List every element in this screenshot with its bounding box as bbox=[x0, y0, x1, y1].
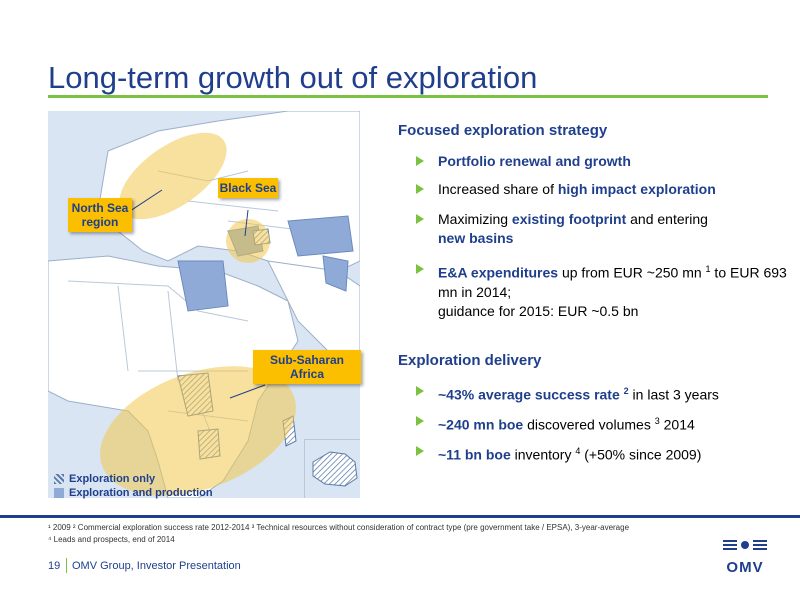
bullet-text: 2014 bbox=[659, 416, 695, 433]
bullet-arrow-icon bbox=[416, 156, 424, 166]
logo-text: OMV bbox=[726, 559, 764, 576]
bullet-highlight: ~43% average success rate bbox=[438, 386, 624, 403]
footnote-line-2: ⁴ Leads and prospects, end of 2014 bbox=[48, 535, 175, 544]
bullet-arrow-icon bbox=[416, 446, 424, 456]
legend-exploration-only-label: Exploration only bbox=[69, 473, 156, 485]
footnote-ref: 1 bbox=[705, 264, 711, 274]
bullet-highlight: E&A expenditures bbox=[438, 264, 559, 281]
bullet-highlight: ~240 mn boe bbox=[438, 416, 524, 433]
callout-black-sea-label: Black Sea bbox=[219, 181, 277, 195]
australia-map bbox=[312, 451, 358, 487]
bullet-text: inventory bbox=[510, 446, 576, 463]
bullet-text: (+50% since 2009) bbox=[580, 446, 702, 463]
bullet-text: guidance for 2015: EUR ~0.5 bn bbox=[438, 302, 639, 319]
bullet-highlight: new basins bbox=[438, 230, 514, 246]
bullet-text: up from EUR ~250 mn bbox=[558, 264, 706, 281]
bullet-text: discovered volumes bbox=[523, 416, 655, 433]
australia-inset bbox=[304, 439, 360, 498]
callout-africa-label: Sub-Saharan Africa bbox=[269, 353, 344, 381]
callout-black-sea: Black Sea bbox=[218, 178, 278, 198]
map-legend: Exploration only Exploration and product… bbox=[54, 472, 213, 500]
legend-exploration-only: Exploration only bbox=[54, 472, 213, 486]
legend-exploration-production: Exploration and production bbox=[54, 486, 213, 500]
bullet-text: Maximizing bbox=[438, 211, 512, 227]
hatch-swatch-icon bbox=[54, 474, 64, 484]
footer-divider bbox=[0, 515, 800, 518]
bullet-arrow-icon bbox=[416, 184, 424, 194]
title-underline bbox=[48, 95, 768, 98]
section-heading-strategy: Focused exploration strategy bbox=[398, 122, 608, 139]
footnote-line-1: ¹ 2009 ² Commercial exploration success … bbox=[48, 523, 630, 532]
footnote-ref: 3 bbox=[654, 416, 660, 426]
callout-sub-saharan-africa: Sub-Saharan Africa bbox=[253, 350, 361, 384]
omv-logo: OMV bbox=[723, 540, 767, 576]
bullet-text: Increased share of bbox=[438, 181, 558, 197]
callout-north-sea: North Sea region bbox=[68, 198, 132, 232]
callout-north-sea-label: North Sea region bbox=[71, 201, 129, 229]
bullet-text: and entering bbox=[626, 211, 708, 227]
footnote-ref: 2 bbox=[623, 386, 629, 396]
bullet-arrow-icon bbox=[416, 386, 424, 396]
bullet-arrow-icon bbox=[416, 264, 424, 274]
slide-title: Long-term growth out of exploration bbox=[48, 60, 538, 95]
solid-swatch-icon bbox=[54, 488, 64, 498]
bullet-text: in last 3 years bbox=[628, 386, 719, 403]
legend-exploration-production-label: Exploration and production bbox=[69, 487, 213, 499]
bullet-highlight: ~11 bn boe bbox=[438, 446, 511, 463]
bullet-highlight: existing footprint bbox=[511, 211, 627, 227]
bullet-arrow-icon bbox=[416, 416, 424, 426]
bullet-text: Portfolio renewal and growth bbox=[438, 153, 631, 169]
footer-separator bbox=[66, 558, 67, 573]
footer-text: OMV Group, Investor Presentation bbox=[72, 560, 241, 572]
section-heading-delivery: Exploration delivery bbox=[398, 352, 542, 369]
footnote-ref: 4 bbox=[575, 446, 581, 456]
bullet-highlight: high impact exploration bbox=[557, 181, 716, 197]
world-map bbox=[48, 111, 360, 498]
bullet-arrow-icon bbox=[416, 214, 424, 224]
logo-stripes-icon bbox=[723, 540, 767, 550]
bullet-text: to EUR 693 mn in 2014; bbox=[438, 264, 787, 300]
page-number: 19 bbox=[48, 560, 61, 572]
